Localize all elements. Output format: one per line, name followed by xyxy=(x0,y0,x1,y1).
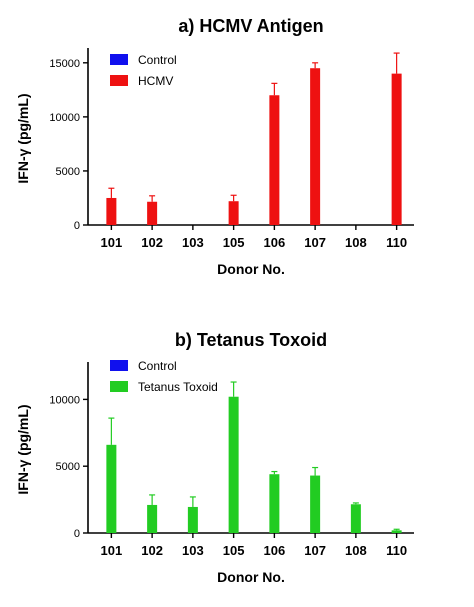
bar-tetanus-toxoid-108 xyxy=(350,504,361,533)
x-tick-label: 106 xyxy=(264,543,286,558)
x-tick-label: 108 xyxy=(345,543,367,558)
y-tick-label: 15000 xyxy=(49,58,80,70)
x-tick-label: 101 xyxy=(101,235,123,250)
x-tick-label: 105 xyxy=(223,235,245,250)
legend-swatch xyxy=(110,75,128,86)
x-tick-label: 101 xyxy=(101,543,123,558)
legend-swatch xyxy=(110,54,128,65)
x-tick-label: 107 xyxy=(304,543,326,558)
legend-label: Control xyxy=(138,53,177,67)
legend-label: Tetanus Toxoid xyxy=(138,380,218,394)
legend-swatch xyxy=(110,360,128,371)
legend-label: Control xyxy=(138,359,177,373)
x-tick-label: 108 xyxy=(345,235,367,250)
chart-title: a) HCMV Antigen xyxy=(178,16,323,36)
x-tick-label: 110 xyxy=(386,235,407,250)
bar-hcmv-110 xyxy=(391,73,402,225)
x-tick-label: 103 xyxy=(182,235,204,250)
y-tick-label: 10000 xyxy=(49,394,80,406)
bar-hcmv-101 xyxy=(106,197,117,225)
x-tick-label: 107 xyxy=(304,235,326,250)
x-axis-label: Donor No. xyxy=(217,569,285,585)
legend-label: HCMV xyxy=(138,74,173,88)
x-tick-label: 102 xyxy=(141,543,163,558)
bar-tetanus-toxoid-102 xyxy=(147,504,158,533)
y-tick-label: 0 xyxy=(74,528,80,540)
y-tick-label: 5000 xyxy=(56,166,80,178)
y-tick-label: 10000 xyxy=(49,112,80,124)
chart-panel-1: a) HCMV Antigen IFN-γ (pg/mL) Donor No. 0 50… xyxy=(15,16,414,277)
chart-title: b) Tetanus Toxoid xyxy=(175,330,327,350)
x-tick-label: 105 xyxy=(223,543,245,558)
bar-tetanus-toxoid-107 xyxy=(310,475,321,533)
bar-tetanus-toxoid-106 xyxy=(269,474,280,533)
bar-tetanus-toxoid-101 xyxy=(106,444,117,533)
x-tick-label: 102 xyxy=(141,235,163,250)
bar-hcmv-107 xyxy=(310,68,321,225)
bar-hcmv-106 xyxy=(269,95,280,225)
y-axis-label: IFN-γ (pg/mL) xyxy=(15,93,31,183)
bar-tetanus-toxoid-103 xyxy=(187,506,198,533)
y-axis-label: IFN-γ (pg/mL) xyxy=(15,404,31,494)
bar-tetanus-toxoid-110 xyxy=(391,530,402,533)
bar-tetanus-toxoid-105 xyxy=(228,396,239,533)
legend-swatch xyxy=(110,381,128,392)
bar-hcmv-105 xyxy=(228,201,239,225)
y-tick-label: 0 xyxy=(74,220,80,232)
y-tick-label: 5000 xyxy=(56,461,80,473)
x-tick-label: 110 xyxy=(386,543,407,558)
chart-panel-2: b) Tetanus Toxoid IFN-γ (pg/mL) Donor No. 0… xyxy=(15,330,414,585)
x-tick-label: 106 xyxy=(264,235,286,250)
bar-hcmv-102 xyxy=(147,201,158,225)
x-axis-label: Donor No. xyxy=(217,261,285,277)
x-tick-label: 103 xyxy=(182,543,204,558)
